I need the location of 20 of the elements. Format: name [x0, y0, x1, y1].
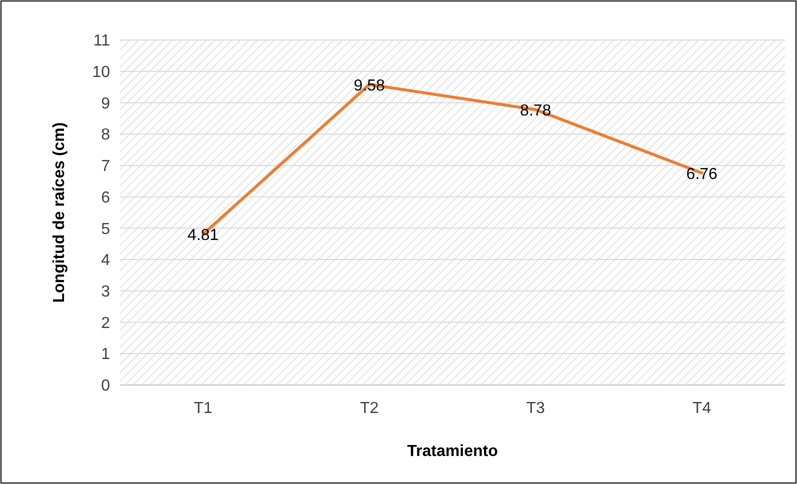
- y-tick-label: 5: [101, 220, 110, 238]
- y-tick-label: 9: [101, 95, 110, 112]
- y-tick-label: 4: [101, 252, 110, 270]
- y-tick-label: 0: [101, 378, 110, 395]
- x-tick-label: T2: [360, 400, 379, 417]
- y-axis-title: Longitud de raíces (cm): [51, 122, 68, 303]
- y-tick-label: 11: [93, 32, 110, 50]
- x-tick-label: T3: [526, 400, 546, 417]
- x-tick-label: T4: [692, 400, 712, 417]
- data-label: 4.81: [188, 227, 219, 244]
- x-tick-label: T1: [194, 400, 213, 417]
- y-tick-label: 10: [92, 64, 110, 81]
- y-tick-label: 7: [101, 158, 110, 176]
- x-axis-title: Tratamiento: [407, 443, 498, 460]
- y-tick-label: 2: [101, 314, 110, 332]
- y-tick-label: 1: [101, 346, 110, 364]
- data-label: 6.76: [686, 166, 718, 183]
- y-tick-label: 3: [101, 284, 110, 301]
- y-tick-label: 6: [101, 189, 110, 206]
- y-tick-label: 8: [101, 126, 110, 144]
